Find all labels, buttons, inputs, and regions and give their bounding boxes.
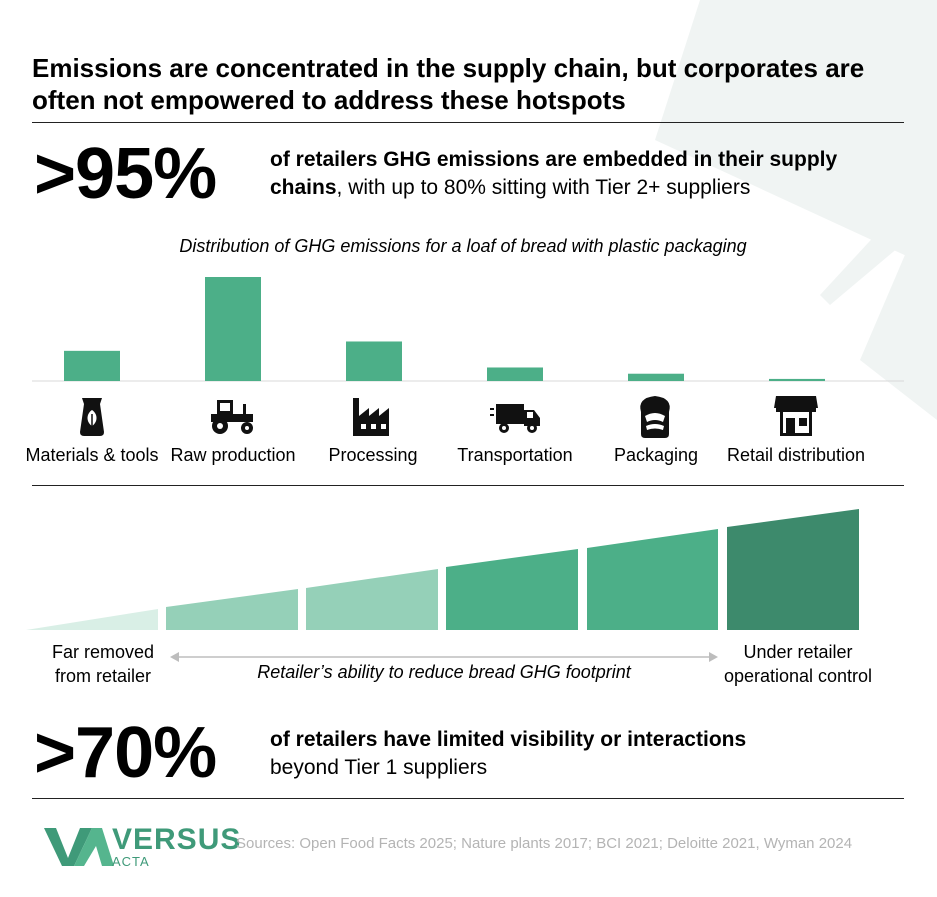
stat-70-rest-text: beyond Tier 1 suppliers <box>270 756 488 779</box>
stage-label-processing: Processing <box>328 445 418 465</box>
stat-95-text: of retailers GHG emissions are embedded … <box>270 146 910 202</box>
bar-packaging <box>628 373 684 381</box>
divider-top <box>32 122 904 123</box>
tractor-icon <box>209 392 257 440</box>
stat-95-rest-text: , with up to 80% sitting with Tier 2+ su… <box>336 176 751 199</box>
ability-label: Retailer’s ability to reduce bread GHG f… <box>257 662 631 682</box>
logo-subtext: ACTA <box>112 854 150 869</box>
far-removed-line2: from retailer <box>54 666 152 686</box>
stat-70-text: of retailers have limited visibility or … <box>270 726 910 782</box>
stat-70-value: >70% <box>34 713 217 793</box>
stat-95-value: >95% <box>34 134 217 214</box>
logo-text: VERSUS <box>112 823 242 856</box>
sources-text: Sources: Open Food Facts 2025; Nature pl… <box>236 835 853 852</box>
stage-label-transportation: Transportation <box>457 445 573 465</box>
bar-retail-distribution <box>769 378 825 381</box>
gradient-segment-6 <box>727 509 859 630</box>
stat-95-bold-text: of retailers GHG emissions are embedded … <box>270 148 838 199</box>
page-title: Emissions are concentrated in the supply… <box>32 53 865 115</box>
stage-label-retail-distribution: Retail distribution <box>726 445 866 465</box>
under-control-label: Under retailer operational control <box>708 640 888 688</box>
stage-label-raw-production: Raw production <box>170 445 296 465</box>
delivery-truck-icon <box>490 392 540 440</box>
under-control-line2: operational control <box>723 666 873 686</box>
far-removed-label: Far removed from retailer <box>28 640 178 688</box>
gradient-segment-1 <box>26 609 158 630</box>
far-removed-line1: Far removed <box>51 642 155 662</box>
storefront-icon <box>772 392 820 440</box>
under-control-line1: Under retailer <box>743 642 853 662</box>
emissions-bar-chart <box>32 277 904 382</box>
stat-70-bold-text: of retailers have limited visibility or … <box>270 728 747 751</box>
divider-middle <box>32 485 904 486</box>
fertilizer-bag-icon <box>68 392 116 440</box>
chart-title: Distribution of GHG emissions for a loaf… <box>179 236 747 256</box>
gradient-segment-4 <box>446 549 578 630</box>
double-arrow-icon <box>170 652 718 662</box>
gradient-segment-2 <box>166 589 298 630</box>
stage-label-packaging: Packaging <box>613 445 699 465</box>
gradient-segment-3 <box>306 569 438 630</box>
bar-transportation <box>487 367 543 381</box>
factory-icon <box>349 392 397 440</box>
gradient-segment-5 <box>587 529 718 630</box>
control-gradient-diagram <box>26 509 859 630</box>
bread-packaging-icon <box>631 392 679 440</box>
bar-raw-production <box>205 277 261 381</box>
bar-processing <box>346 341 402 381</box>
stage-label-materials-tools: Materials & tools <box>25 445 159 465</box>
bar-materials-tools <box>64 350 120 381</box>
divider-bottom <box>32 798 904 799</box>
versus-logo-mark-icon <box>44 828 114 866</box>
